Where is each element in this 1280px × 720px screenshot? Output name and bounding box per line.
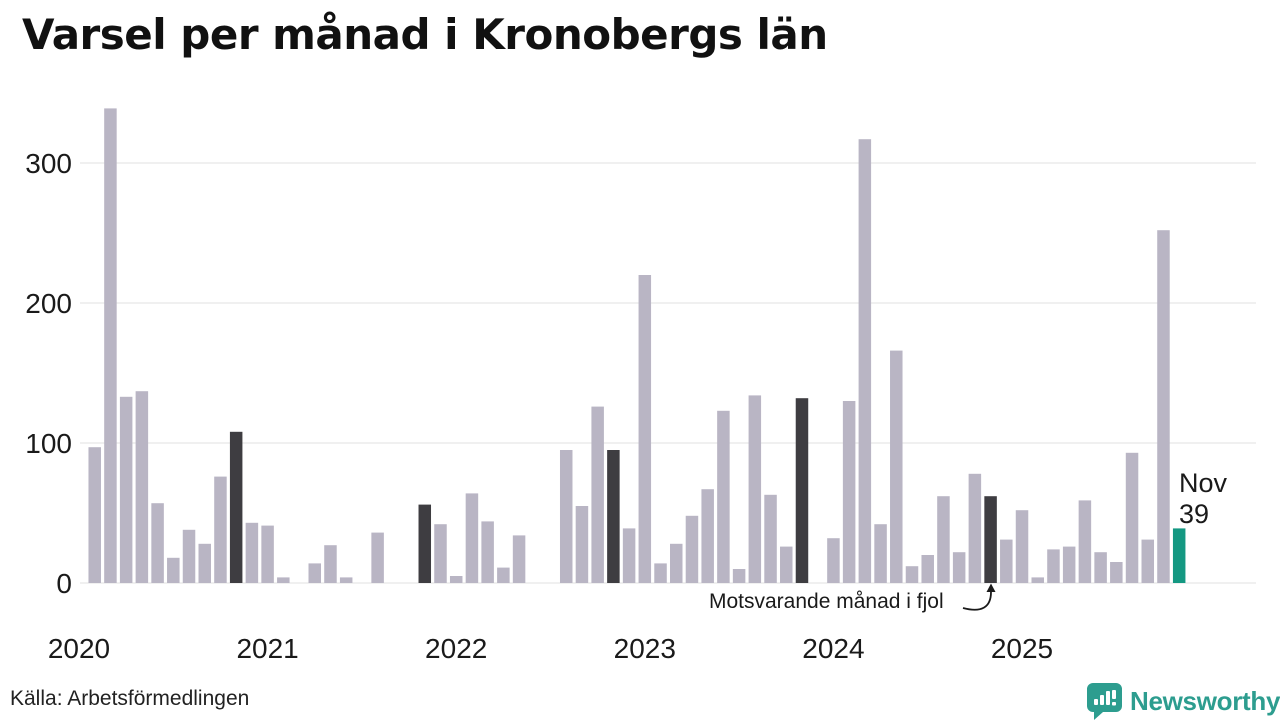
bar-2020-02 [88,447,101,583]
bar-2021-06 [339,577,353,583]
bar-2022-03 [481,521,494,583]
bar-2023-05 [701,489,714,583]
current-bar-month: Nov [1179,468,1228,498]
bar-2021-12 [434,524,447,583]
y-tick-0: 0 [56,568,72,599]
bar-2023-11 [795,398,809,583]
newsworthy-icon [1087,683,1122,720]
bar-2021-11 [418,504,432,583]
bar-2024-11 [984,496,997,583]
x-tick-2021: 2021 [236,633,298,664]
bar-2022-12 [622,528,636,583]
bar-2025-10 [1157,230,1170,583]
bar-2024-03 [858,139,872,583]
bar-2021-04 [308,563,321,583]
x-tick-2022: 2022 [425,633,487,664]
bar-2023-08 [748,395,762,583]
source-label: Källa: Arbetsförmedlingen [10,687,250,710]
bar-2024-08 [937,496,950,583]
x-axis-year-labels: 2020 2021 2022 2023 2024 2025 [48,633,1053,664]
newsworthy-logo: Newsworthy [1086,682,1280,720]
y-axis-tick-labels: 0 100 200 300 [25,148,72,599]
bar-2024-02 [842,401,856,583]
bar-2023-06 [717,410,730,583]
annotation-last-year: Motsvarande månad i fjol [709,590,944,613]
bar-2021-01 [261,525,274,583]
bar-2020-05 [135,391,149,583]
bar-2023-07 [732,569,746,583]
bar-2022-10 [591,406,604,583]
bar-2020-04 [119,396,133,583]
x-tick-2025: 2025 [991,633,1053,664]
newsworthy-wordmark: Newsworthy [1130,685,1280,716]
bar-2024-12 [1000,539,1013,583]
current-bar-label: Nov 39 [1179,468,1227,530]
bar-2022-11 [607,450,620,583]
bar-2022-04 [497,567,510,583]
bar-2023-02 [654,563,667,583]
bar-2025-07 [1110,562,1123,583]
bar-2020-11 [229,431,243,583]
bar-2022-05 [512,535,526,583]
bar-2025-11 [1172,528,1186,583]
bar-2020-09 [198,543,211,583]
bar-2021-02 [277,577,290,583]
bar-2023-03 [670,543,683,583]
bar-2022-01 [449,576,463,583]
x-tick-2020: 2020 [48,633,110,664]
bar-2025-05 [1078,500,1092,583]
bar-2020-10 [214,476,227,583]
bar-2024-10 [968,473,982,583]
bar-2025-01 [1015,510,1029,583]
bar-2023-01 [638,275,652,583]
bar-2021-08 [371,532,384,583]
bar-2024-09 [952,552,966,583]
bar-2024-05 [890,350,903,583]
y-tick-300: 300 [25,148,72,179]
bar-2020-07 [167,557,180,583]
bar-2025-08 [1125,452,1139,583]
x-tick-2024: 2024 [802,633,864,664]
bar-2024-04 [874,524,887,583]
bar-2021-05 [324,545,337,583]
annotation-arrow [962,583,996,611]
bars [88,108,1186,584]
bar-2020-12 [245,522,259,583]
bar-2025-02 [1031,577,1044,583]
gridlines [80,162,1256,584]
bar-2022-09 [575,506,589,583]
x-tick-2023: 2023 [614,633,676,664]
bar-2020-08 [182,529,196,583]
bar-2023-09 [764,494,777,583]
bar-2020-06 [151,503,164,583]
current-bar-value: 39 [1179,499,1210,529]
bar-2025-09 [1141,539,1155,583]
bar-2023-04 [685,515,699,583]
bar-2025-06 [1094,552,1107,583]
bar-2022-02 [465,493,479,583]
bar-2023-10 [780,546,793,583]
page-title: Varsel per månad i Kronobergs län [22,10,828,59]
bar-2025-04 [1062,546,1076,583]
bar-2024-07 [921,555,934,583]
y-tick-200: 200 [25,288,72,319]
bar-2024-06 [905,566,919,583]
bar-2022-08 [559,450,573,583]
bar-2020-03 [104,108,117,584]
bar-2024-01 [827,538,840,583]
bar-2025-03 [1047,549,1060,583]
y-tick-100: 100 [25,428,72,459]
